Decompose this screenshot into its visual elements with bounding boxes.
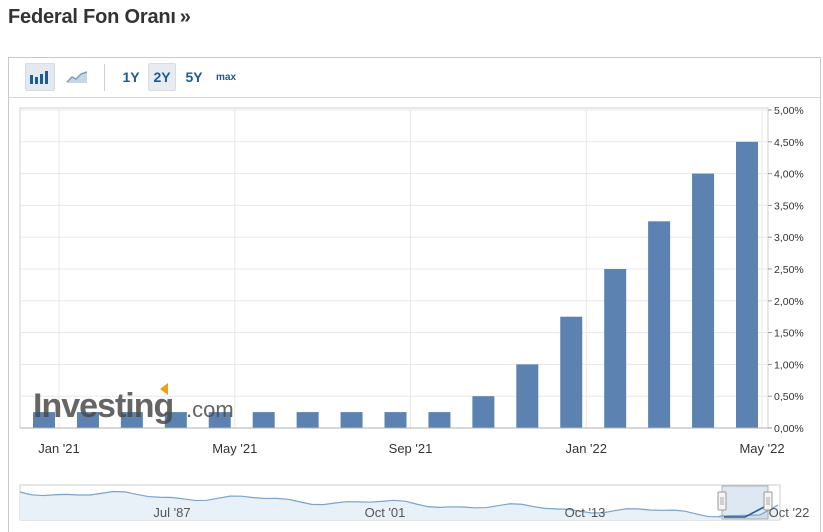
y-tick-label: 4,50% (774, 137, 804, 149)
x-tick-label: May '22 (739, 441, 784, 456)
y-tick-label: 0,00% (774, 423, 804, 435)
bar-chart-icon (30, 71, 48, 84)
bar (604, 269, 627, 428)
bar (384, 412, 407, 428)
bar (296, 412, 319, 428)
bar (560, 316, 583, 428)
y-tick-label: 4,00% (774, 169, 804, 181)
bar-chart-button[interactable] (25, 63, 55, 91)
bar (516, 364, 539, 428)
range-5y-button[interactable]: 5Y (185, 69, 203, 85)
y-tick-label: 0,50% (774, 391, 804, 403)
page-title-text: Federal Fon Oranı (8, 6, 176, 28)
toolbar-separator (104, 64, 105, 91)
area-chart-button[interactable] (62, 63, 92, 91)
y-tick-label: 5,00% (774, 105, 804, 117)
x-tick-label: Jan '21 (38, 441, 80, 456)
bar (692, 173, 715, 428)
y-tick-label: 1,00% (774, 359, 804, 371)
range-max-button[interactable]: max (215, 71, 236, 83)
bar (472, 396, 495, 428)
navigator-line (19, 490, 779, 518)
y-tick-label: 1,50% (774, 328, 804, 340)
x-tick-label: Jan '22 (565, 441, 607, 456)
chart-toolbar: 1Y 2Y 5Y max (9, 58, 820, 98)
navigator-label: Oct '13 (565, 505, 606, 520)
y-tick-label: 3,50% (774, 200, 804, 212)
investing-watermark: Investing (33, 387, 173, 425)
bar (340, 412, 363, 428)
navigator-label: Oct '22 (769, 505, 810, 520)
navigator-handle-right[interactable] (763, 491, 773, 511)
bar (252, 412, 275, 428)
page-title[interactable]: Federal Fon Oranı» (8, 6, 191, 29)
range-2y-button[interactable]: 2Y (148, 63, 176, 91)
bar (76, 412, 99, 428)
navigator-handle-left[interactable] (717, 491, 727, 511)
investing-logo-mark (160, 383, 168, 395)
area-chart-icon (66, 71, 88, 83)
page-title-arrow: » (179, 6, 191, 28)
navigator-label: Oct '01 (365, 505, 406, 520)
bar (736, 141, 758, 429)
y-tick-label: 3,00% (774, 232, 804, 244)
plot-area (19, 107, 769, 429)
range-1y-button[interactable]: 1Y (122, 69, 140, 85)
x-tick-label: Sep '21 (389, 441, 433, 456)
bar (208, 412, 231, 428)
bar (648, 221, 671, 428)
bar (428, 412, 451, 428)
navigator-label: Jul '87 (153, 505, 190, 520)
y-tick-label: 2,00% (774, 296, 804, 308)
bar (164, 412, 187, 428)
investing-watermark-suffix: .com (186, 397, 234, 422)
x-tick-label: May '21 (212, 441, 257, 456)
bar (120, 412, 143, 428)
navigator-selection (721, 485, 769, 520)
y-tick-label: 2,50% (774, 264, 804, 276)
navigator-selection-line (724, 505, 767, 518)
bar (33, 412, 55, 428)
